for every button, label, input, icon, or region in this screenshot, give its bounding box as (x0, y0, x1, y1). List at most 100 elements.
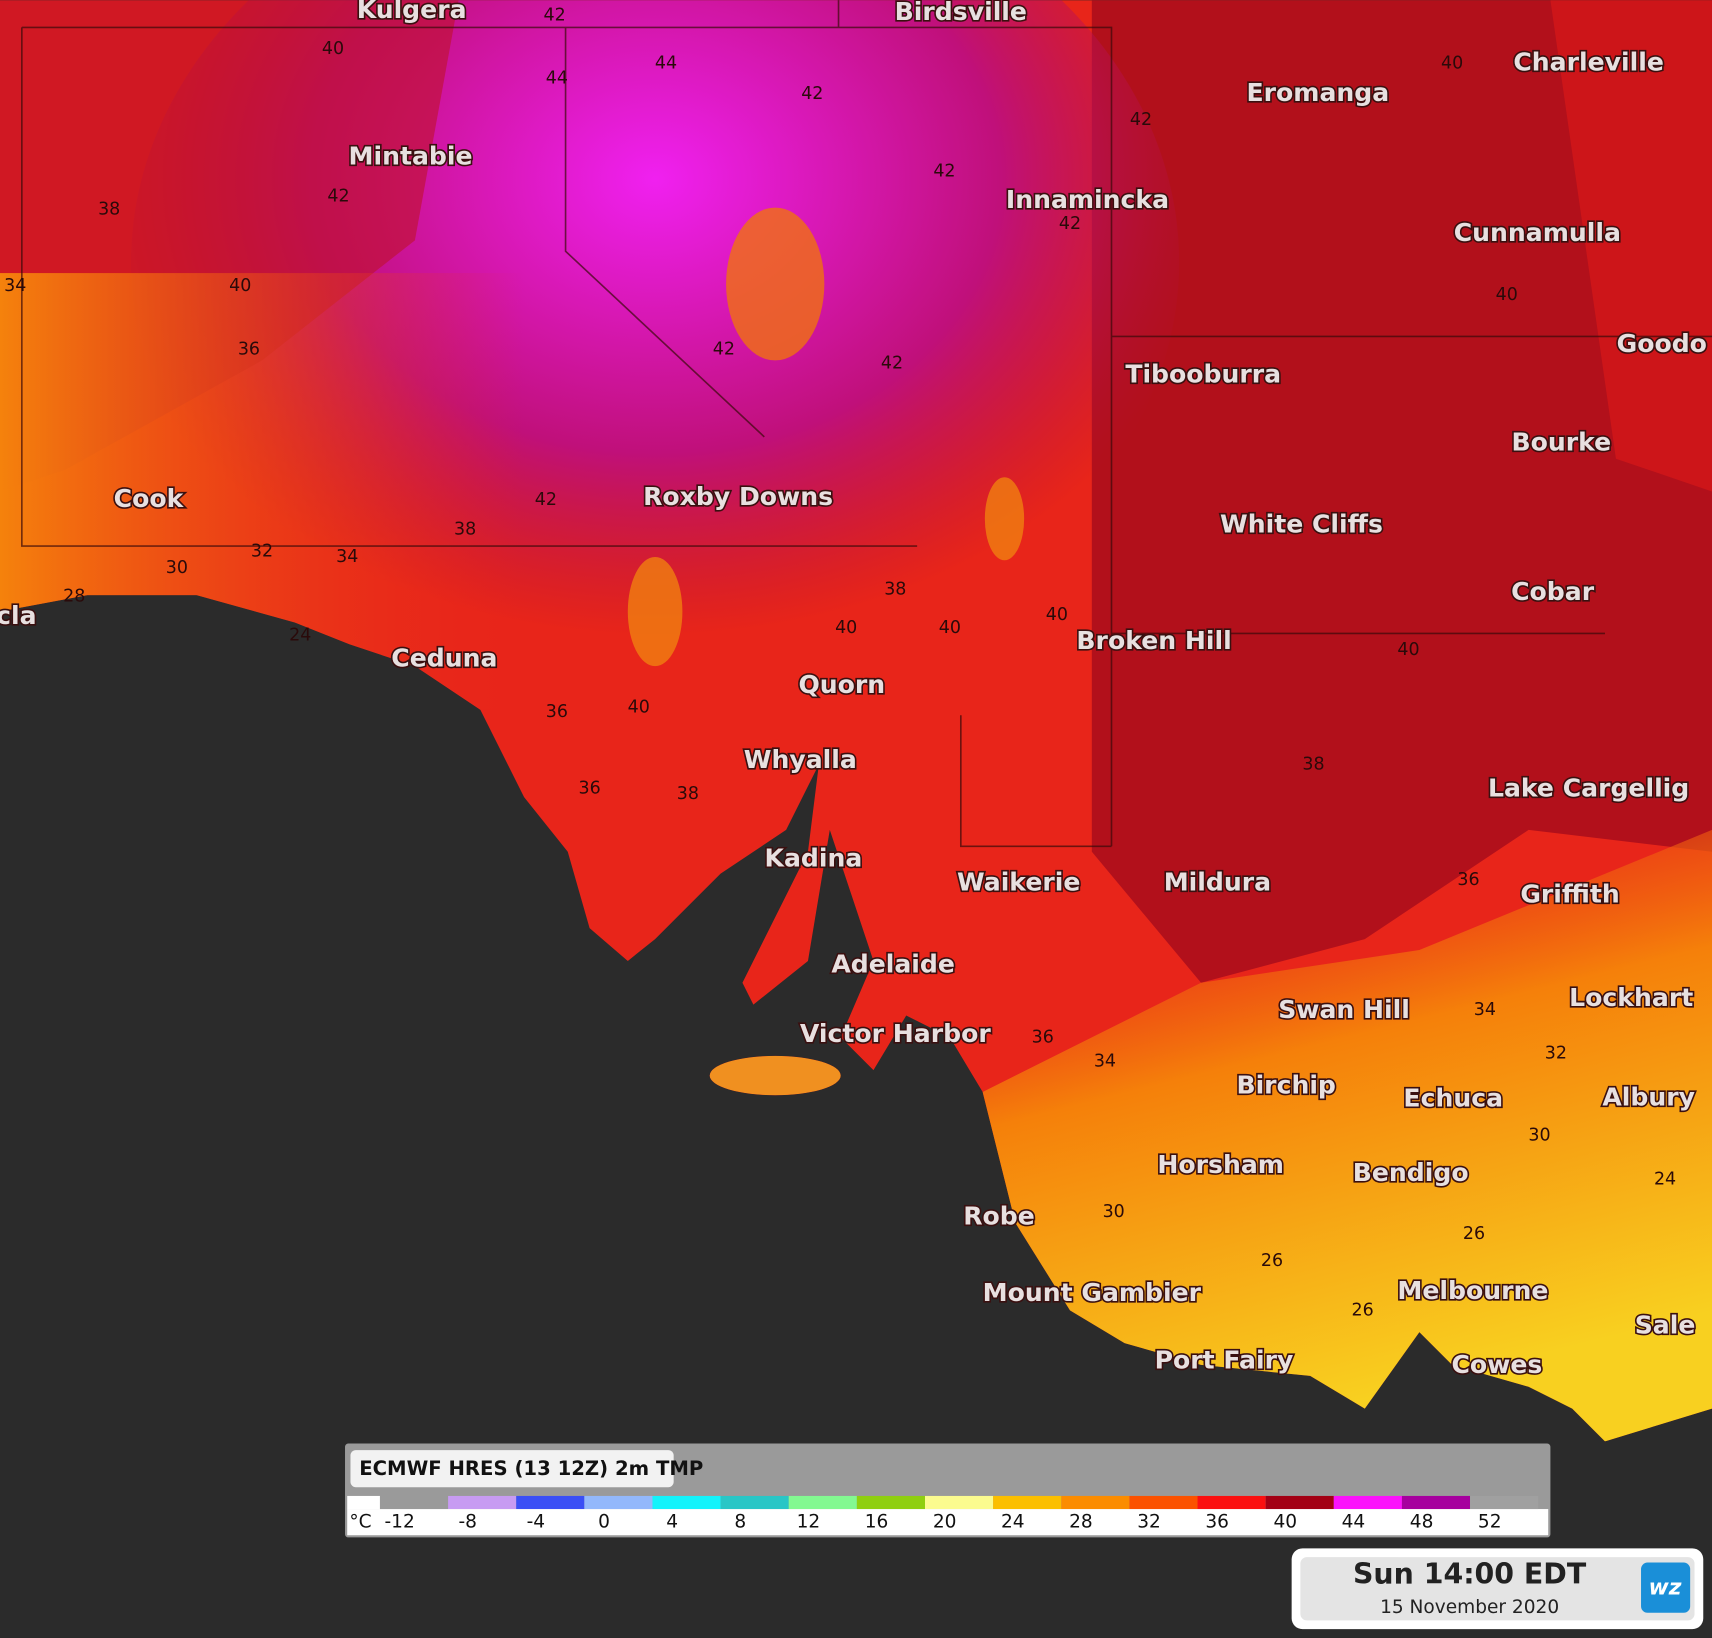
contour-labels: 42 40 44 44 42 42 38 40 36 34 42 42 42 42 42 42 38 34 32 30… (4, 5, 1676, 1320)
logo (1641, 1562, 1691, 1613)
legend-swatch (584, 1495, 653, 1510)
contour-label: 40 (835, 618, 857, 638)
place-label: Waikerie (957, 867, 1080, 896)
contour-label: 38 (1302, 754, 1324, 774)
contour-label: 32 (1545, 1044, 1567, 1064)
legend-swatch (1333, 1495, 1402, 1510)
contour-label: 44 (655, 53, 677, 73)
place-label: Lake Cargellig (1488, 774, 1689, 803)
place-label: Bendigo (1353, 1158, 1469, 1187)
legend-title-box (350, 1450, 674, 1488)
contour-label: 40 (1441, 53, 1463, 73)
contour-label: 34 (4, 276, 26, 296)
place-label: Whyalla (744, 745, 857, 774)
legend-tick-label: 12 (797, 1512, 821, 1533)
timestamp-inner (1300, 1557, 1695, 1621)
contour-label: 38 (884, 580, 906, 600)
legend-swatch (1401, 1495, 1471, 1510)
legend-tick-label: 32 (1137, 1512, 1161, 1533)
place-label: Goodo (1617, 329, 1707, 358)
contour-label: 32 (251, 542, 273, 562)
legend-swatch (652, 1495, 721, 1510)
contour-label: 36 (546, 702, 568, 722)
place-label: Adelaide (831, 949, 955, 978)
place-label: Lockhart (1569, 983, 1693, 1012)
place-label: Mount Gambier (983, 1278, 1202, 1307)
contour-label: 42 (933, 162, 955, 182)
legend-swatch (1129, 1495, 1198, 1510)
contour-label: 26 (1261, 1251, 1283, 1271)
place-label: Mintabie (349, 141, 473, 170)
legend-swatch (925, 1495, 994, 1510)
legend-label-bg (347, 1509, 1549, 1536)
place-label: Robe (963, 1202, 1035, 1231)
legend-tick-label: 44 (1342, 1512, 1366, 1533)
legend-swatch (1470, 1495, 1539, 1510)
legend-tick-label: 0 (598, 1512, 610, 1533)
timestamp-date: 15 November 2020 (1380, 1597, 1559, 1618)
hot-region (1550, 0, 1712, 492)
cooler-patch (984, 477, 1025, 561)
legend-tick-label: 20 (933, 1512, 957, 1533)
legend-swatch (1265, 1495, 1334, 1510)
legend-tick-label: -8 (458, 1512, 477, 1533)
contour-label: 36 (1457, 870, 1479, 890)
legend-title: ECMWF HRES (13 12Z) 2m TMP (359, 1457, 703, 1480)
place-label: Cook (114, 484, 185, 513)
contour-label: 38 (454, 520, 476, 540)
contour-label: 40 (1496, 285, 1518, 305)
place-label: Broken Hill (1076, 626, 1231, 655)
contour-label: 30 (166, 558, 188, 578)
place-label: Cunnamulla (1454, 218, 1621, 247)
place-label: Victor Harbor (800, 1019, 991, 1048)
contour-label: 42 (327, 187, 349, 207)
contour-label: 30 (1103, 1202, 1125, 1222)
legend-swatch (856, 1495, 926, 1510)
place-label: Innamincka (1006, 185, 1169, 214)
legend-unit: °C (349, 1512, 371, 1533)
place-labels: Kulgera Birdsville Charleville Eromanga Mint… (0, 0, 1709, 1381)
place-label: Birchip (1236, 1071, 1335, 1100)
legend-swatch (720, 1495, 789, 1510)
place-label: White Cliffs (1220, 509, 1383, 538)
contour-label: 40 (229, 276, 251, 296)
cooler-patch (726, 207, 825, 361)
contour-label: 38 (677, 784, 699, 804)
legend-swatch (516, 1495, 585, 1510)
place-label: Port Fairy (1155, 1346, 1294, 1375)
timestamp-time: Sun 14:00 EDT (1353, 1558, 1587, 1591)
contour-label: 42 (1059, 214, 1081, 234)
contour-label: 36 (578, 778, 600, 798)
legend-tick-label: 16 (865, 1512, 889, 1533)
legend-tick-label: 40 (1274, 1512, 1298, 1533)
contour-label: 34 (1474, 1000, 1496, 1020)
legend-tick-label: -12 (384, 1512, 414, 1533)
place-label: Quorn (798, 670, 885, 699)
legend-swatch (788, 1495, 857, 1510)
legend-tick-label: 48 (1410, 1512, 1434, 1533)
contour-label: 44 (546, 69, 568, 89)
contour-label: 36 (238, 340, 260, 360)
contour-label: 42 (535, 490, 557, 510)
logo-text: wz (1649, 1576, 1682, 1601)
place-label: Albury (1602, 1083, 1695, 1112)
place-label: Griffith (1520, 879, 1619, 908)
legend-swatch (993, 1495, 1062, 1510)
place-label: cla (0, 601, 37, 630)
place-label: Mildura (1164, 867, 1271, 896)
borders (21, 0, 1712, 848)
place-label: Charleville (1513, 47, 1664, 76)
legend-swatch (1061, 1495, 1130, 1510)
place-label: Kadina (765, 843, 863, 872)
legend-swatch (379, 1495, 449, 1510)
place-label: Cowes (1451, 1350, 1542, 1379)
legend-swatch (448, 1495, 517, 1510)
contour-label: 28 (63, 586, 85, 606)
legend-tick-label: 24 (1001, 1512, 1025, 1533)
place-label: Echuca (1403, 1084, 1503, 1113)
legend-tick-label: 4 (666, 1512, 678, 1533)
place-label: Roxby Downs (643, 482, 833, 511)
hot-region (1091, 0, 1712, 983)
contour-label: 42 (801, 84, 823, 104)
